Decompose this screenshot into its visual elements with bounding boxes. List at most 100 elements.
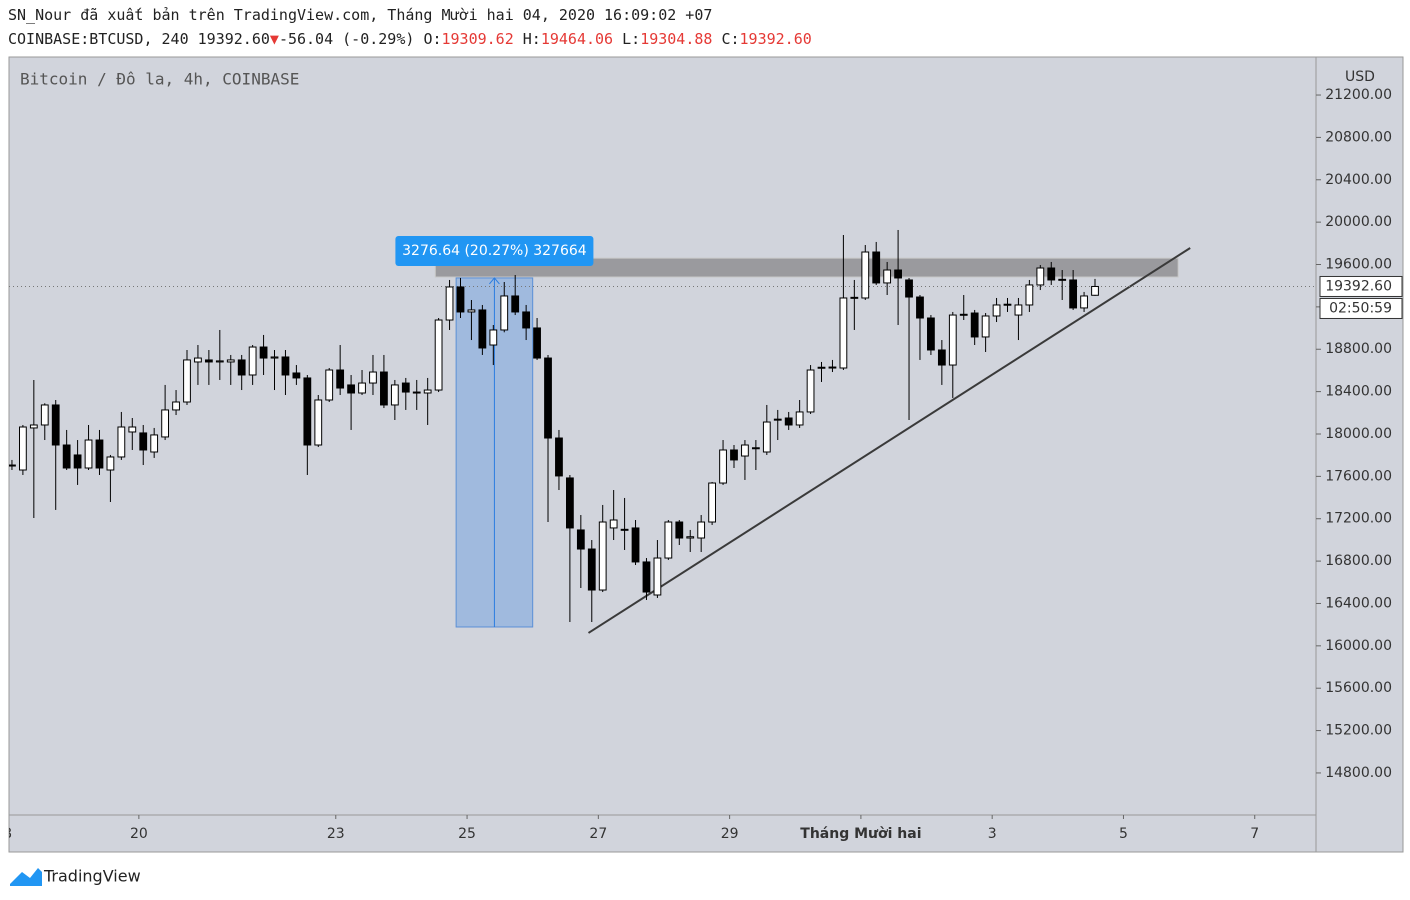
y-tick-label: 20000.00 (1325, 214, 1392, 230)
y-tick-label: 19600.00 (1325, 257, 1392, 273)
change: -56.04 (-0.29%) (278, 30, 415, 48)
x-tick-label: Tháng Mười hai (800, 826, 921, 842)
price: 19392.60 (197, 30, 270, 48)
candle-body (894, 269, 902, 279)
candle-body (773, 418, 782, 421)
x-tick-label: 25 (458, 826, 476, 842)
logo (10, 868, 42, 886)
candle-body (828, 366, 837, 369)
h-label: H: (522, 30, 541, 48)
candle-body (555, 437, 563, 477)
y-tick-label: 14800.00 (1325, 765, 1392, 781)
last-price-label: 19392.60 (1325, 278, 1392, 294)
candle-body (587, 548, 596, 591)
time-axis (8, 814, 1317, 853)
candle-body (237, 359, 246, 376)
candle-body (751, 447, 760, 450)
candle-body (970, 312, 979, 338)
candle-body (686, 536, 695, 539)
c-value: 19392.60 (739, 30, 812, 48)
x-tick-label: 23 (327, 826, 345, 842)
candle-body (566, 477, 574, 529)
candle-body (467, 309, 476, 313)
candle-body (303, 377, 312, 446)
candle-body (708, 482, 717, 523)
y-tick-label: 18800.00 (1325, 341, 1392, 357)
candle-body (248, 346, 257, 376)
price-axis (1315, 56, 1404, 853)
y-tick-label: 15600.00 (1325, 680, 1392, 696)
h-value: 19464.06 (540, 30, 614, 48)
axis-unit: USD (1345, 69, 1375, 85)
candle-body (106, 456, 115, 471)
y-tick-label: 16000.00 (1325, 638, 1392, 654)
y-tick-label: 20400.00 (1325, 172, 1392, 188)
candle-body (762, 421, 771, 453)
candle-body (642, 561, 651, 593)
candle-body (675, 521, 684, 539)
candle-body (1014, 304, 1023, 316)
candle-body (19, 426, 27, 471)
candle-body (511, 295, 520, 313)
candle-body (401, 382, 410, 393)
countdown-label: 02:50:59 (1329, 300, 1392, 316)
trendline (587, 247, 1191, 634)
candle-body (905, 279, 913, 298)
candle-body (653, 557, 662, 596)
arrow: ▼ (269, 30, 279, 48)
candle-body (29, 424, 38, 429)
candle-body (128, 426, 137, 433)
candle-body (1025, 284, 1034, 306)
x-tick-label: 7 (1250, 826, 1259, 842)
y-tick-label: 15200.00 (1325, 723, 1392, 739)
x-tick-label: 8 (3, 826, 12, 842)
y-tick-label: 17200.00 (1325, 511, 1392, 527)
candle-body (730, 449, 738, 461)
candle-body (697, 521, 706, 539)
candle-body (183, 359, 191, 403)
candle-body (314, 399, 323, 446)
candle-body (194, 357, 202, 363)
candle-body (1047, 267, 1056, 281)
candle-body (478, 309, 487, 349)
candle-body (489, 329, 498, 346)
chart-title: Bitcoin / Đô la, 4h, COINBASE (20, 70, 299, 89)
o-label: O: (423, 30, 442, 48)
c-label: C: (721, 30, 740, 48)
candle-body (795, 411, 804, 426)
candle-body (161, 409, 170, 438)
candle-body (358, 382, 366, 394)
candle-body (325, 369, 334, 401)
candle-body (336, 369, 345, 389)
candle-body (992, 304, 1001, 317)
candle-body (172, 401, 180, 411)
candle-body (204, 359, 213, 363)
candle-body (741, 444, 749, 457)
candle-body (369, 371, 377, 384)
candle-body (872, 251, 881, 284)
candle-body (215, 360, 224, 363)
candle-body (1036, 267, 1045, 286)
measure-label: 3276.64 (20.27%) 327664 (402, 243, 587, 259)
candle-body (839, 297, 848, 369)
candle-body (259, 346, 268, 359)
candle-body (40, 404, 49, 426)
measure-label-bg (395, 235, 594, 266)
y-tick-label: 18400.00 (1325, 384, 1392, 400)
o-value: 19309.62 (441, 30, 514, 48)
candle-body (380, 371, 388, 406)
y-tick-label: 16400.00 (1325, 595, 1392, 611)
logo-icon (10, 868, 42, 886)
candle-body (412, 391, 421, 394)
candle-body (347, 384, 355, 394)
x-tick-label: 27 (589, 826, 607, 842)
candle-body (544, 357, 552, 439)
x-tick-label: 29 (721, 826, 739, 842)
publish-line: SN_Nour đã xuất bản trên TradingView.com… (8, 6, 713, 24)
candle-body (719, 449, 727, 484)
candle-body (84, 439, 93, 469)
candle-body (270, 356, 279, 359)
candle-body (51, 404, 60, 446)
candle-body (937, 349, 946, 366)
